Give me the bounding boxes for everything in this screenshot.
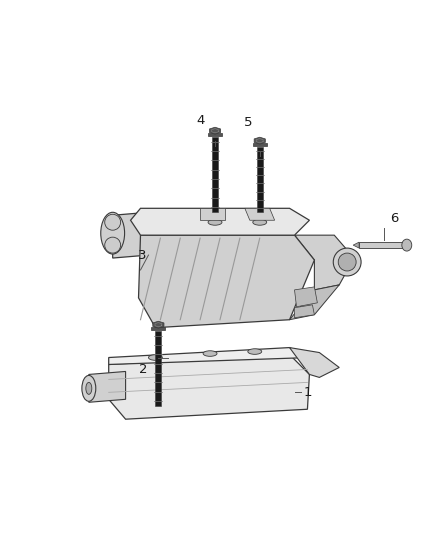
Polygon shape (290, 285, 339, 320)
Polygon shape (294, 235, 354, 290)
Polygon shape (290, 348, 339, 377)
Polygon shape (353, 242, 359, 248)
Ellipse shape (86, 382, 92, 394)
Polygon shape (294, 287, 318, 307)
Polygon shape (257, 147, 263, 212)
Ellipse shape (101, 212, 124, 254)
Text: 2: 2 (139, 363, 148, 376)
Ellipse shape (148, 355, 162, 360)
Ellipse shape (253, 219, 267, 225)
Polygon shape (131, 208, 309, 235)
Ellipse shape (208, 219, 222, 225)
Polygon shape (89, 372, 126, 402)
Polygon shape (294, 305, 314, 318)
Polygon shape (138, 235, 314, 328)
Polygon shape (152, 327, 165, 330)
Polygon shape (254, 137, 265, 144)
Polygon shape (245, 208, 275, 220)
Circle shape (105, 237, 120, 253)
Text: 1: 1 (303, 386, 312, 399)
Polygon shape (113, 212, 150, 258)
Text: 5: 5 (244, 116, 252, 130)
Ellipse shape (203, 351, 217, 357)
Polygon shape (109, 348, 309, 365)
Polygon shape (200, 208, 225, 220)
Text: 3: 3 (138, 248, 147, 262)
Text: 6: 6 (390, 212, 398, 225)
Ellipse shape (82, 375, 96, 401)
Polygon shape (209, 127, 221, 134)
Polygon shape (153, 321, 164, 328)
Ellipse shape (248, 349, 262, 354)
Polygon shape (208, 133, 222, 136)
Text: 4: 4 (196, 114, 204, 127)
Polygon shape (109, 354, 309, 419)
Polygon shape (253, 143, 267, 146)
Ellipse shape (402, 239, 412, 251)
Circle shape (105, 214, 120, 230)
Polygon shape (155, 331, 161, 406)
Polygon shape (359, 242, 407, 248)
Polygon shape (212, 137, 218, 212)
Ellipse shape (338, 253, 356, 271)
Ellipse shape (333, 248, 361, 276)
